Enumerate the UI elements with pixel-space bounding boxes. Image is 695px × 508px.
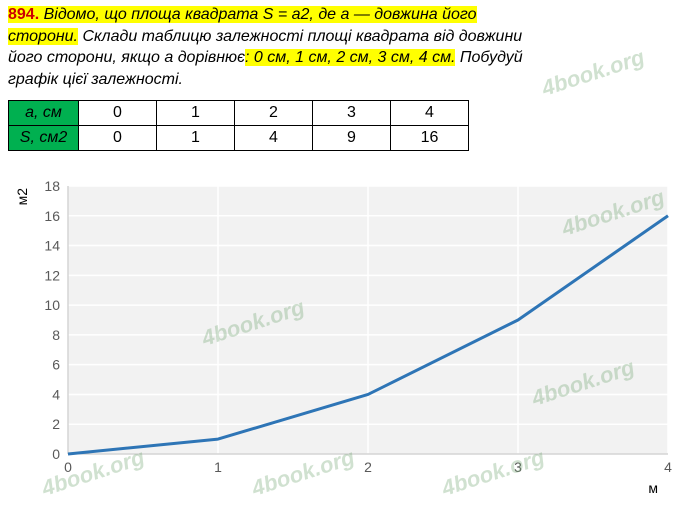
x-axis-label: м [648, 480, 658, 496]
svg-text:8: 8 [52, 327, 60, 343]
svg-text:1: 1 [214, 459, 222, 475]
svg-text:6: 6 [52, 357, 60, 373]
svg-text:4: 4 [52, 386, 60, 402]
table-cell: 1 [157, 101, 235, 126]
svg-text:14: 14 [44, 238, 60, 254]
table-cell: 1 [157, 126, 235, 151]
data-table: a, см 0 1 2 3 4 S, см2 0 1 4 9 16 [8, 100, 695, 151]
problem-line4: графік цієї залежності. [8, 71, 183, 88]
problem-line3b: Побудуй [455, 49, 522, 66]
svg-text:4: 4 [664, 459, 672, 475]
table-row: S, см2 0 1 4 9 16 [9, 126, 469, 151]
chart-svg: 02468101214161801234 [8, 180, 688, 480]
row-header-a: a, см [9, 101, 79, 126]
svg-text:2: 2 [52, 416, 60, 432]
svg-text:0: 0 [64, 459, 72, 475]
problem-line3a: його сторони, якщо a дорівнює [8, 49, 245, 66]
svg-text:2: 2 [364, 459, 372, 475]
table-cell: 0 [79, 101, 157, 126]
table-cell: 3 [313, 101, 391, 126]
table-cell: 4 [391, 101, 469, 126]
problem-number: 894. [8, 6, 39, 23]
problem-line3hl: : 0 см, 1 см, 2 см, 3 см, 4 см. [245, 49, 455, 66]
row-header-s: S, см2 [9, 126, 79, 151]
svg-text:18: 18 [44, 180, 60, 194]
svg-text:3: 3 [514, 459, 522, 475]
svg-text:16: 16 [44, 208, 60, 224]
problem-line1: Відомо, що площа квадрата S = a2, де a —… [39, 6, 476, 23]
svg-text:10: 10 [44, 297, 60, 313]
table-cell: 16 [391, 126, 469, 151]
table-cell: 2 [235, 101, 313, 126]
problem-statement: 894. Відомо, що площа квадрата S = a2, д… [0, 0, 695, 94]
y-axis-label: м2 [14, 188, 30, 205]
table-cell: 9 [313, 126, 391, 151]
table-cell: 4 [235, 126, 313, 151]
problem-line2b: Склади таблицю залежності площі квадрата… [78, 28, 522, 45]
svg-text:0: 0 [52, 446, 60, 462]
line-chart: м2 02468101214161801234 м [8, 180, 688, 500]
table-row: a, см 0 1 2 3 4 [9, 101, 469, 126]
svg-text:12: 12 [44, 267, 60, 283]
problem-line2a: сторони. [8, 28, 78, 45]
table-cell: 0 [79, 126, 157, 151]
